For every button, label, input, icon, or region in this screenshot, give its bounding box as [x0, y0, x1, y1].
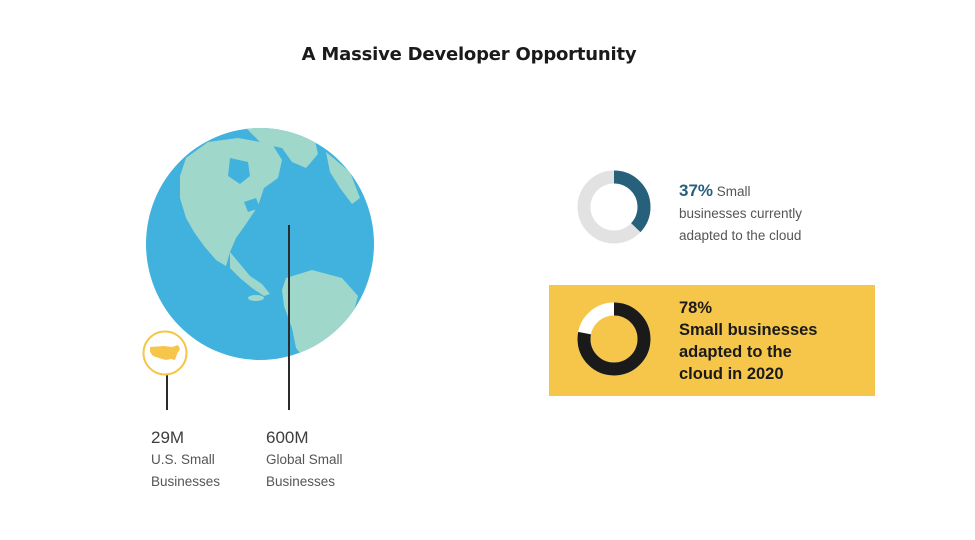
cloud-current-donut	[577, 170, 651, 244]
us-stat-line	[166, 360, 168, 410]
globe-icon	[146, 128, 374, 360]
us-stat-label-line2: Businesses	[151, 474, 221, 489]
global-stat-label-line1: Global Small	[266, 452, 343, 467]
global-stat-label-line2: Businesses	[266, 474, 336, 489]
us-stat-label: U.S. Small Businesses	[151, 449, 220, 493]
cloud-current-percent: 37%	[679, 181, 714, 200]
cloud-2020-donut	[577, 302, 651, 376]
cloud-current-label-line2: businesses currently	[679, 206, 803, 221]
cloud-2020-label-line3: cloud in 2020	[679, 365, 784, 383]
cloud-current-label-line3: adapted to the cloud	[679, 228, 802, 243]
cloud-current-donut-arc	[577, 170, 651, 244]
us-stat-label-line1: U.S. Small	[151, 452, 215, 467]
cloud-2020-label-line2: adapted to the	[679, 343, 792, 361]
cloud-2020-highlight	[549, 285, 875, 396]
cloud-2020-text: 78% Small businesses adapted to the clou…	[679, 297, 869, 385]
global-stat-label: Global Small Businesses	[266, 449, 343, 493]
page-title: A Massive Developer Opportunity	[301, 44, 637, 65]
cloud-current-label-line1: Small	[716, 184, 751, 199]
usa-map-icon	[142, 330, 188, 376]
cloud-2020-percent: 78%	[679, 299, 713, 317]
cloud-current-text: 37% Small businesses currently adapted t…	[679, 180, 869, 247]
us-stat-value: 29M	[151, 428, 185, 447]
cloud-2020-donut-arc	[577, 302, 651, 376]
global-stat-value: 600M	[266, 428, 309, 447]
global-stat-line	[288, 225, 290, 410]
cloud-2020-label-line1: Small businesses	[679, 321, 818, 339]
